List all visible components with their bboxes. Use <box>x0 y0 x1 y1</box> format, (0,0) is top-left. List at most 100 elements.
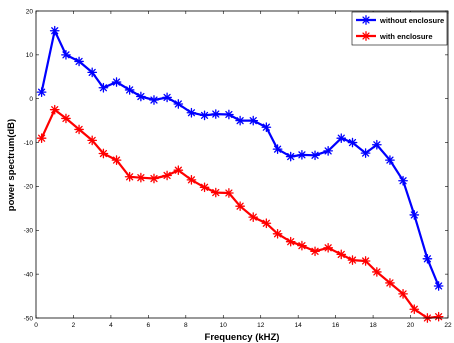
marker-stroke <box>212 188 220 197</box>
data-point <box>210 109 221 119</box>
data-point <box>385 278 395 288</box>
y-axis-label: power spectrum(dB) <box>6 119 17 211</box>
data-point <box>297 150 307 160</box>
data-point <box>272 228 283 239</box>
marker-stroke <box>225 189 233 197</box>
data-point <box>261 122 272 133</box>
data-point <box>124 85 135 95</box>
marker-stroke <box>386 279 394 287</box>
y-tick-label: -10 <box>24 140 34 147</box>
legend-label: without enclosure <box>379 16 444 25</box>
legend-item: without enclosure <box>356 15 444 25</box>
legend-items: without enclosure with enclosure <box>356 15 444 41</box>
data-point <box>49 104 60 115</box>
marker-stroke <box>88 68 96 77</box>
marker-stroke <box>212 110 220 118</box>
x-tick-label: 20 <box>407 322 415 329</box>
data-point <box>136 172 146 183</box>
data-point <box>224 188 234 198</box>
data-point <box>371 139 382 150</box>
series-layer <box>36 25 444 323</box>
y-axis: 20 10 0 -10 -20 -30 -40 -50 <box>24 8 448 322</box>
x-tick-label: 0 <box>34 322 38 329</box>
marker-stroke <box>126 86 134 94</box>
data-point <box>336 133 347 144</box>
marker-stroke <box>399 290 407 298</box>
marker-stroke <box>262 219 270 227</box>
marker-stroke <box>62 114 70 123</box>
marker-stroke <box>337 134 345 142</box>
marker-stroke <box>362 16 370 24</box>
data-point <box>248 115 259 126</box>
marker-stroke <box>163 93 171 102</box>
data-point <box>310 150 320 161</box>
legend-swatch-marker <box>361 31 371 41</box>
legend-swatch-marker <box>361 15 371 25</box>
marker-stroke <box>298 151 306 159</box>
data-point <box>162 92 172 103</box>
data-point <box>409 210 420 220</box>
data-point <box>398 175 408 186</box>
x-tick-label: 12 <box>257 322 265 329</box>
data-point <box>371 267 382 277</box>
marker-stroke <box>51 27 59 35</box>
data-point <box>347 137 358 148</box>
plot-area <box>36 11 448 318</box>
marker-stroke <box>348 138 357 147</box>
data-point <box>297 240 307 251</box>
marker-stroke <box>273 230 282 238</box>
marker-stroke <box>262 123 270 131</box>
y-tick-label: -50 <box>24 315 34 322</box>
x-tick-label: 2 <box>72 322 76 329</box>
marker-stroke <box>112 78 121 86</box>
marker-stroke <box>249 213 257 221</box>
data-point <box>173 99 184 109</box>
x-tick-label: 4 <box>109 322 113 329</box>
marker-stroke <box>75 125 83 134</box>
marker-stroke <box>361 257 370 265</box>
marker-stroke <box>423 255 432 263</box>
data-point <box>199 110 210 121</box>
data-point <box>347 255 358 265</box>
data-point <box>360 148 371 158</box>
data-point <box>49 25 60 36</box>
data-point <box>111 155 122 165</box>
marker-stroke <box>75 57 83 66</box>
marker-stroke <box>236 202 244 210</box>
marker-stroke <box>163 171 171 180</box>
x-axis: 0 2 4 6 8 10 12 14 16 18 20 22 <box>34 11 452 329</box>
legend-item: with enclosure <box>356 31 433 41</box>
y-tick-label: 10 <box>26 52 34 59</box>
marker-stroke <box>150 174 158 183</box>
marker-stroke <box>62 51 70 59</box>
y-tick-label: -30 <box>24 228 34 235</box>
data-point <box>224 109 234 120</box>
marker-stroke <box>435 313 443 321</box>
data-point <box>433 281 444 291</box>
marker-stroke <box>324 147 332 155</box>
data-point <box>36 133 47 144</box>
data-point <box>74 56 84 67</box>
marker-stroke <box>361 149 370 157</box>
plot-frame <box>35 10 449 319</box>
marker-stroke <box>311 151 319 159</box>
data-point <box>74 124 84 135</box>
data-point <box>398 289 408 299</box>
data-point <box>235 115 245 126</box>
marker-stroke <box>126 173 134 181</box>
marker-stroke <box>386 156 394 164</box>
data-point <box>61 50 71 60</box>
data-point <box>210 187 221 198</box>
data-point <box>360 256 371 266</box>
marker-stroke <box>287 238 295 246</box>
marker-stroke <box>37 134 46 142</box>
marker-stroke <box>225 110 233 119</box>
marker-stroke <box>88 136 96 144</box>
marker-stroke <box>287 152 295 161</box>
data-point <box>111 77 122 87</box>
data-point <box>323 242 333 253</box>
data-point <box>433 311 444 322</box>
legend: without enclosure with enclosure <box>351 11 448 46</box>
marker-stroke <box>150 96 158 104</box>
data-point <box>186 174 197 185</box>
